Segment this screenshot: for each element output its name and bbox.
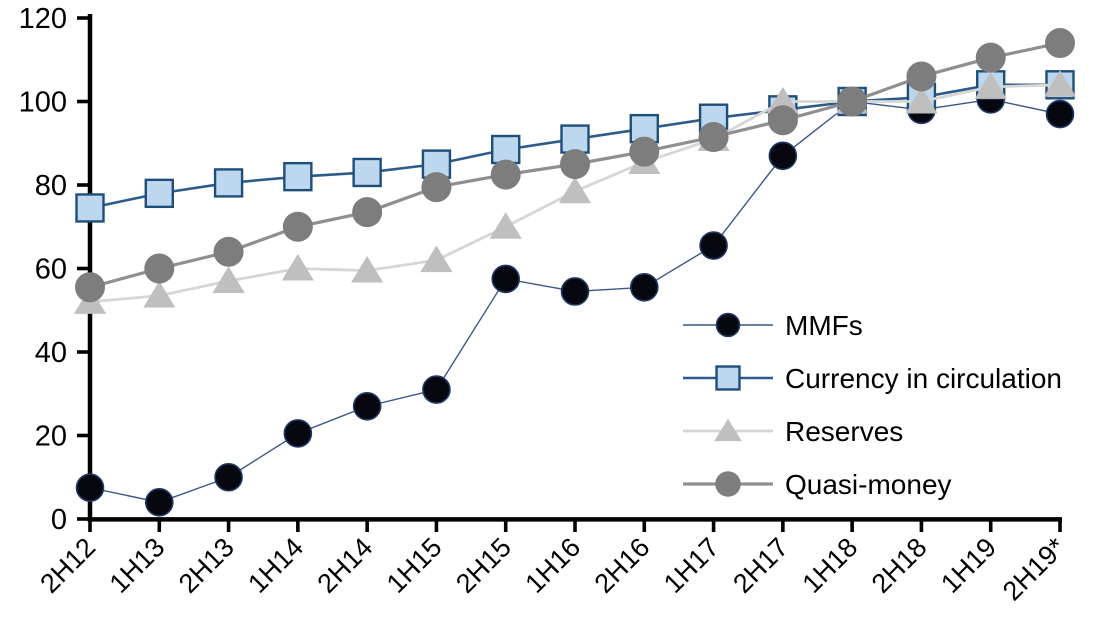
legend-label: Currency in circulation [785, 363, 1062, 394]
data-point-marker-circle [906, 61, 937, 92]
legend-item-quasi-money: Quasi-money [683, 469, 952, 500]
data-point-marker-circle [214, 462, 243, 492]
legend-item-currency-in-circulation: Currency in circulation [683, 363, 1062, 394]
data-point-marker-triangle [558, 176, 592, 204]
data-point-marker-circle [715, 312, 741, 338]
data-point-marker-circle [629, 136, 660, 167]
legend-label: Quasi-money [785, 469, 952, 500]
data-point-marker-triangle [281, 253, 314, 281]
x-tick-label: 2H13 [173, 532, 240, 599]
data-point-marker-triangle [351, 255, 384, 283]
data-point-marker-circle [837, 86, 868, 117]
legend-label: MMFs [785, 310, 863, 341]
data-point-marker-triangle [212, 266, 245, 293]
x-axis-ticks-labels: 2H12 1H13 2H13 1H14 2H14 1H15 2H15 1H16 2H16 1H17… [34, 521, 1072, 607]
data-point-marker-circle [698, 121, 729, 152]
x-tick-label: 2H19* [997, 532, 1072, 607]
data-point-marker-circle [699, 231, 728, 260]
data-point-marker-triangle [143, 281, 176, 308]
data-point-marker-triangle [766, 86, 799, 114]
data-point-marker-circle [560, 277, 590, 306]
data-point-marker-circle [213, 236, 244, 267]
data-point-marker-square [213, 168, 244, 198]
data-point-marker-square [352, 157, 382, 188]
x-tick-label: 2H18 [866, 532, 933, 599]
data-point-marker-square [560, 124, 590, 154]
data-point-marker-circle [282, 211, 313, 242]
legend: MMFs Currency in circulation Reserves Quasi… [683, 310, 1062, 500]
data-point-marker-circle [283, 419, 313, 448]
data-point-marker-circle [422, 375, 451, 404]
data-point-marker-triangle [489, 212, 522, 239]
data-point-marker-circle [560, 149, 590, 180]
x-tick-label: 2H14 [312, 532, 379, 599]
x-tick-label: 1H15 [381, 532, 448, 599]
data-point-marker-triangle [420, 245, 453, 273]
data-point-marker-circle [421, 172, 452, 203]
data-point-marker-triangle [905, 86, 938, 114]
y-tick-label: 80 [35, 170, 67, 202]
y-tick-label: 20 [35, 421, 67, 453]
y-tick-label: 100 [19, 87, 67, 119]
data-point-marker-circle [975, 42, 1006, 73]
data-point-marker-circle [768, 141, 798, 171]
x-tick-label: 2H17 [727, 532, 794, 599]
y-tick-label: 0 [51, 504, 67, 536]
data-point-marker-circle [1045, 28, 1075, 59]
data-point-marker-triangle [974, 72, 1007, 99]
data-point-marker-square [75, 193, 105, 223]
legend-item-reserves: Reserves [683, 416, 903, 447]
y-tick-label: 120 [19, 3, 67, 35]
x-tick-label: 1H17 [658, 532, 725, 599]
data-point-marker-circle [352, 391, 382, 421]
data-point-marker-triangle [714, 418, 742, 442]
legend-item-mmfs: MMFs [683, 310, 863, 341]
data-point-marker-square [144, 178, 174, 209]
data-point-marker-circle [491, 264, 521, 294]
data-point-marker-circle [75, 272, 105, 303]
series-quasi-money [75, 28, 1075, 303]
legend-label: Reserves [785, 416, 903, 447]
data-point-marker-square [491, 134, 521, 165]
x-tick-label: 2H15 [450, 532, 517, 599]
data-point-marker-circle [75, 473, 105, 502]
x-tick-label: 1H13 [104, 532, 171, 599]
data-point-marker-circle [144, 487, 174, 517]
y-axis-ticks-labels: 0 20 40 60 80 100 120 [19, 3, 90, 536]
data-point-marker-circle [352, 197, 383, 228]
y-tick-label: 60 [35, 254, 67, 286]
x-tick-label: 2H16 [589, 532, 656, 599]
data-point-marker-square [715, 365, 741, 391]
data-point-marker-square [283, 161, 313, 192]
x-tick-label: 1H19 [935, 532, 1002, 599]
x-tick-label: 1H18 [797, 532, 864, 599]
data-point-marker-triangle [1043, 70, 1077, 97]
x-tick-label: 1H16 [519, 532, 586, 599]
x-tick-label: 1H14 [242, 532, 309, 599]
data-point-marker-circle [1045, 99, 1075, 129]
x-tick-label: 2H12 [34, 532, 101, 599]
data-point-marker-circle [144, 253, 175, 284]
data-point-marker-circle [767, 105, 798, 136]
data-point-marker-circle [715, 471, 741, 497]
y-tick-label: 40 [35, 337, 67, 369]
data-point-marker-circle [629, 272, 659, 302]
data-point-marker-circle [490, 159, 521, 190]
series-mmfs [75, 85, 1075, 517]
